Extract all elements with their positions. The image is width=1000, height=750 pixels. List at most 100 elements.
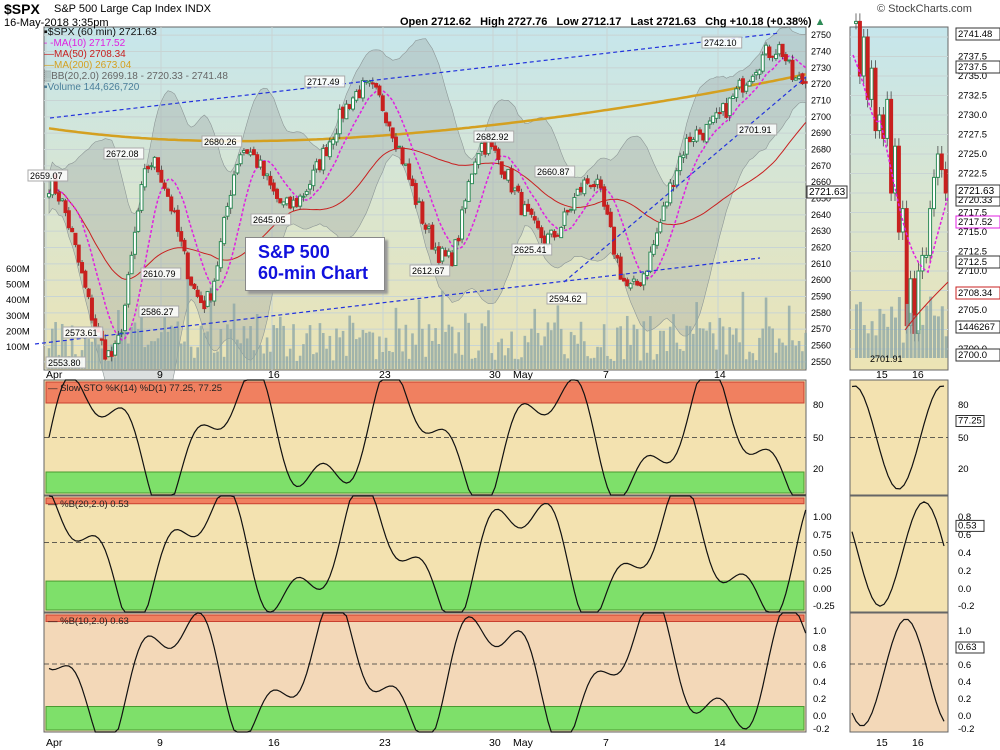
candle-body [185, 252, 190, 280]
zoom-volume-bar [874, 335, 878, 358]
candle-body [539, 227, 544, 239]
candle-body [694, 129, 699, 142]
volume-bar [546, 322, 550, 369]
candle-body [552, 230, 557, 238]
zoom-candle-body [928, 208, 933, 256]
candle-body [671, 184, 676, 187]
volume-bar [682, 350, 685, 369]
candle-body [208, 293, 213, 301]
x-tick-label: 7 [603, 369, 609, 381]
volume-bar [741, 291, 745, 369]
price-label: 2717.49 [307, 77, 340, 87]
candle-body [621, 277, 626, 282]
volume-bar [150, 341, 153, 369]
candle-body [740, 78, 745, 93]
volume-bar [401, 351, 404, 369]
price-label-bg [701, 36, 743, 49]
candle-body [374, 83, 379, 88]
candle-body [688, 136, 693, 143]
candle-body [678, 156, 683, 172]
volume-bar [440, 290, 444, 369]
volume-bar [272, 325, 275, 369]
volume-bar [421, 328, 424, 369]
zoom-indicator-bg-2 [849, 495, 949, 613]
candle-body [314, 161, 319, 170]
volume-bar [183, 341, 186, 369]
zoom-candle-body [861, 36, 866, 77]
y-tick-label: 2630 [811, 226, 831, 236]
candle-body [235, 164, 240, 174]
price-label-bg [138, 305, 180, 318]
volume-bar [186, 278, 190, 369]
candle-body [222, 217, 227, 245]
volume-bar [384, 337, 388, 369]
candle-body [803, 81, 808, 84]
volume-bar [754, 360, 758, 369]
bottom-x-tick-label: 16 [268, 737, 280, 749]
candle-body [790, 59, 795, 81]
indicator-title: — %B(10,2.0) 0.63 [48, 616, 129, 627]
candle-body [109, 351, 114, 357]
candle-body [331, 139, 336, 145]
volume-bar [665, 351, 669, 369]
candle-body [66, 210, 71, 229]
zoom-candle-body [865, 36, 870, 100]
candle-body [169, 196, 174, 212]
candle-body [251, 149, 256, 156]
zoom-y-tick-label: 2710.0 [958, 266, 987, 277]
candle-body [585, 178, 590, 184]
candle-body [337, 108, 342, 135]
volume-bar [120, 329, 123, 369]
candle-body [506, 169, 511, 181]
candle-body [641, 273, 646, 286]
brand-label: © StockCharts.com [877, 3, 972, 15]
legend-volume: ▪Volume 144,626,720 [44, 82, 140, 93]
candle-body [420, 201, 425, 224]
volume-bar [315, 352, 318, 369]
volume-tick-label: 300M [6, 311, 30, 322]
ma50-line [48, 122, 807, 280]
low-value: Low 2712.17 [556, 16, 622, 28]
volume-bar [473, 357, 477, 369]
zoom-candle-body [943, 169, 948, 194]
candle-body [466, 181, 471, 202]
volume-bar [715, 349, 718, 369]
volume-bar [361, 329, 365, 369]
ma200-line [48, 73, 806, 143]
volume-tick-label: 200M [6, 326, 30, 337]
candle-body [136, 210, 141, 232]
candle-body [311, 169, 316, 187]
indicator-tick-label: 0.6 [813, 660, 826, 671]
candle-body [387, 121, 392, 127]
overbought-band [45, 381, 805, 404]
volume-bar [279, 316, 282, 369]
volume-bar [569, 331, 573, 369]
volume-bar [331, 360, 335, 369]
candle-body [628, 283, 633, 289]
price-label: 2701.91 [739, 125, 772, 135]
zoom-value-label: 2720.33 [958, 195, 992, 206]
volume-bar [662, 330, 665, 369]
zoom-volume-bar [866, 333, 870, 358]
candle-body [126, 274, 131, 305]
price-label-bg [546, 292, 588, 305]
zoom-candle-body [924, 254, 929, 258]
candle-body [489, 141, 494, 148]
volume-bar [549, 330, 553, 369]
volume-bar [695, 302, 698, 369]
candle-body [631, 278, 636, 282]
candle-body [433, 247, 438, 251]
candle-body [60, 198, 65, 202]
volume-bar [629, 344, 632, 369]
volume-bar [523, 335, 527, 369]
candle-body [737, 79, 742, 88]
price-label: 2594.62 [549, 294, 582, 304]
candle-body [754, 71, 759, 76]
candle-body [579, 186, 583, 193]
candle-body [787, 59, 792, 62]
candle-body [509, 168, 514, 193]
candle-body [142, 168, 147, 188]
oversold-band [45, 580, 805, 611]
volume-bar [427, 324, 431, 369]
volume-bar [107, 360, 110, 369]
